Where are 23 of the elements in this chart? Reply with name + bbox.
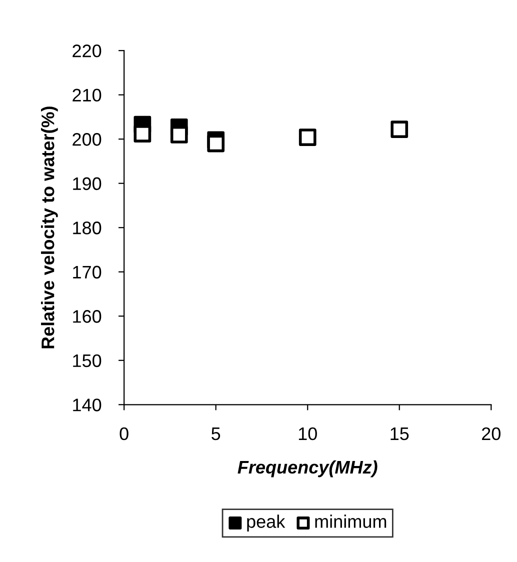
- y-axis-title: Relative velocity to water(%): [41, 106, 58, 348]
- x-tick-label: 10: [298, 427, 317, 440]
- y-tick-label: 160: [73, 310, 102, 323]
- x-tick-label: 15: [390, 428, 409, 440]
- x-axis-title: Frequency(MHz): [238, 460, 378, 478]
- point: [207, 134, 225, 152]
- point: [134, 125, 152, 142]
- point: [390, 120, 408, 138]
- y-tick-label: 190: [73, 177, 102, 190]
- x-tick-label: 5: [212, 428, 220, 440]
- y-tick-label: 200: [72, 133, 102, 146]
- x-tick-label: 20: [482, 427, 500, 440]
- point: [298, 128, 316, 146]
- y-tick-label: 150: [73, 354, 102, 368]
- x-tick-label: 0: [120, 427, 128, 440]
- y-tick-label: 210: [72, 88, 102, 102]
- y-tick-label: 170: [73, 266, 102, 279]
- legend-label: minimum: [315, 514, 386, 528]
- y-tick-label: 180: [73, 222, 102, 234]
- y-tick-label: 220: [72, 44, 102, 58]
- legend-label: peak: [247, 514, 286, 532]
- y-tick-label: 140: [73, 398, 102, 412]
- point: [170, 126, 188, 144]
